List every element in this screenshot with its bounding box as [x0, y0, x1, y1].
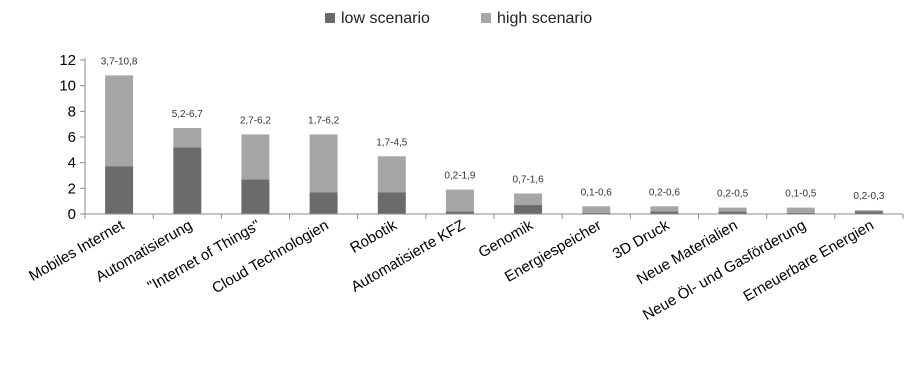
y-tick-label: 4	[68, 155, 76, 172]
data-label: 0,2-1,9	[444, 171, 476, 182]
legend-low-scenario-label: low scenario	[341, 10, 430, 27]
bar-high-scenario	[786, 207, 815, 213]
data-label: 1,7-6,2	[308, 115, 340, 126]
y-tick-label: 6	[68, 129, 76, 146]
bar-low-scenario	[650, 211, 679, 214]
bar-high-scenario	[650, 206, 679, 212]
bar-high-scenario	[514, 193, 543, 206]
bar-low-scenario	[377, 192, 406, 214]
data-label: 0,1-0,5	[785, 189, 817, 200]
x-category-label: Robotik	[347, 216, 400, 256]
bar-low-scenario	[582, 212, 611, 214]
bar-low-scenario	[514, 205, 543, 214]
data-label: 2,7-6,2	[240, 115, 272, 126]
x-category-label: Erneuerbare Energien	[741, 217, 877, 306]
y-tick-label: 12	[59, 52, 76, 69]
y-tick-label: 0	[68, 206, 76, 223]
x-category-label: Automatisierte KFZ	[348, 217, 468, 296]
bar-high-scenario	[718, 207, 747, 212]
data-label: 3,7-10,8	[101, 56, 138, 67]
y-tick-label: 8	[68, 103, 76, 120]
data-label: 0,7-1,6	[513, 175, 545, 186]
bar-low-scenario	[786, 212, 815, 214]
bar-low-scenario	[854, 211, 883, 214]
legend-high-scenario-label: high scenario	[497, 10, 592, 27]
data-label: 1,7-4,5	[376, 137, 408, 148]
bar-high-scenario	[854, 210, 883, 212]
bar-high-scenario	[445, 189, 474, 212]
legend-low-scenario-swatch	[325, 13, 335, 23]
x-category-label: Cloud Technologien	[209, 217, 331, 297]
bar-low-scenario	[105, 166, 134, 214]
data-label: 5,2-6,7	[172, 109, 204, 120]
y-tick-label: 2	[68, 180, 76, 197]
bar-high-scenario	[582, 206, 611, 213]
data-label: 0,2-0,5	[717, 189, 749, 200]
bar-low-scenario	[718, 211, 747, 214]
bar-low-scenario	[241, 179, 270, 214]
x-category-label: "Internet of Things"	[145, 217, 264, 295]
data-label: 0,1-0,6	[581, 187, 613, 198]
data-label: 0,2-0,6	[649, 187, 681, 198]
bar-high-scenario	[241, 134, 270, 180]
bar-high-scenario	[105, 75, 134, 167]
bar-low-scenario	[445, 211, 474, 214]
y-tick-label: 10	[59, 78, 76, 95]
x-category-label: Genomik	[476, 216, 537, 261]
data-label: 0,2-0,3	[853, 191, 885, 202]
bar-high-scenario	[377, 156, 406, 193]
legend-high-scenario-swatch	[481, 13, 491, 23]
bar-low-scenario	[173, 147, 202, 214]
bar-high-scenario	[173, 128, 202, 148]
bar-low-scenario	[309, 192, 338, 214]
bar-high-scenario	[309, 134, 338, 193]
